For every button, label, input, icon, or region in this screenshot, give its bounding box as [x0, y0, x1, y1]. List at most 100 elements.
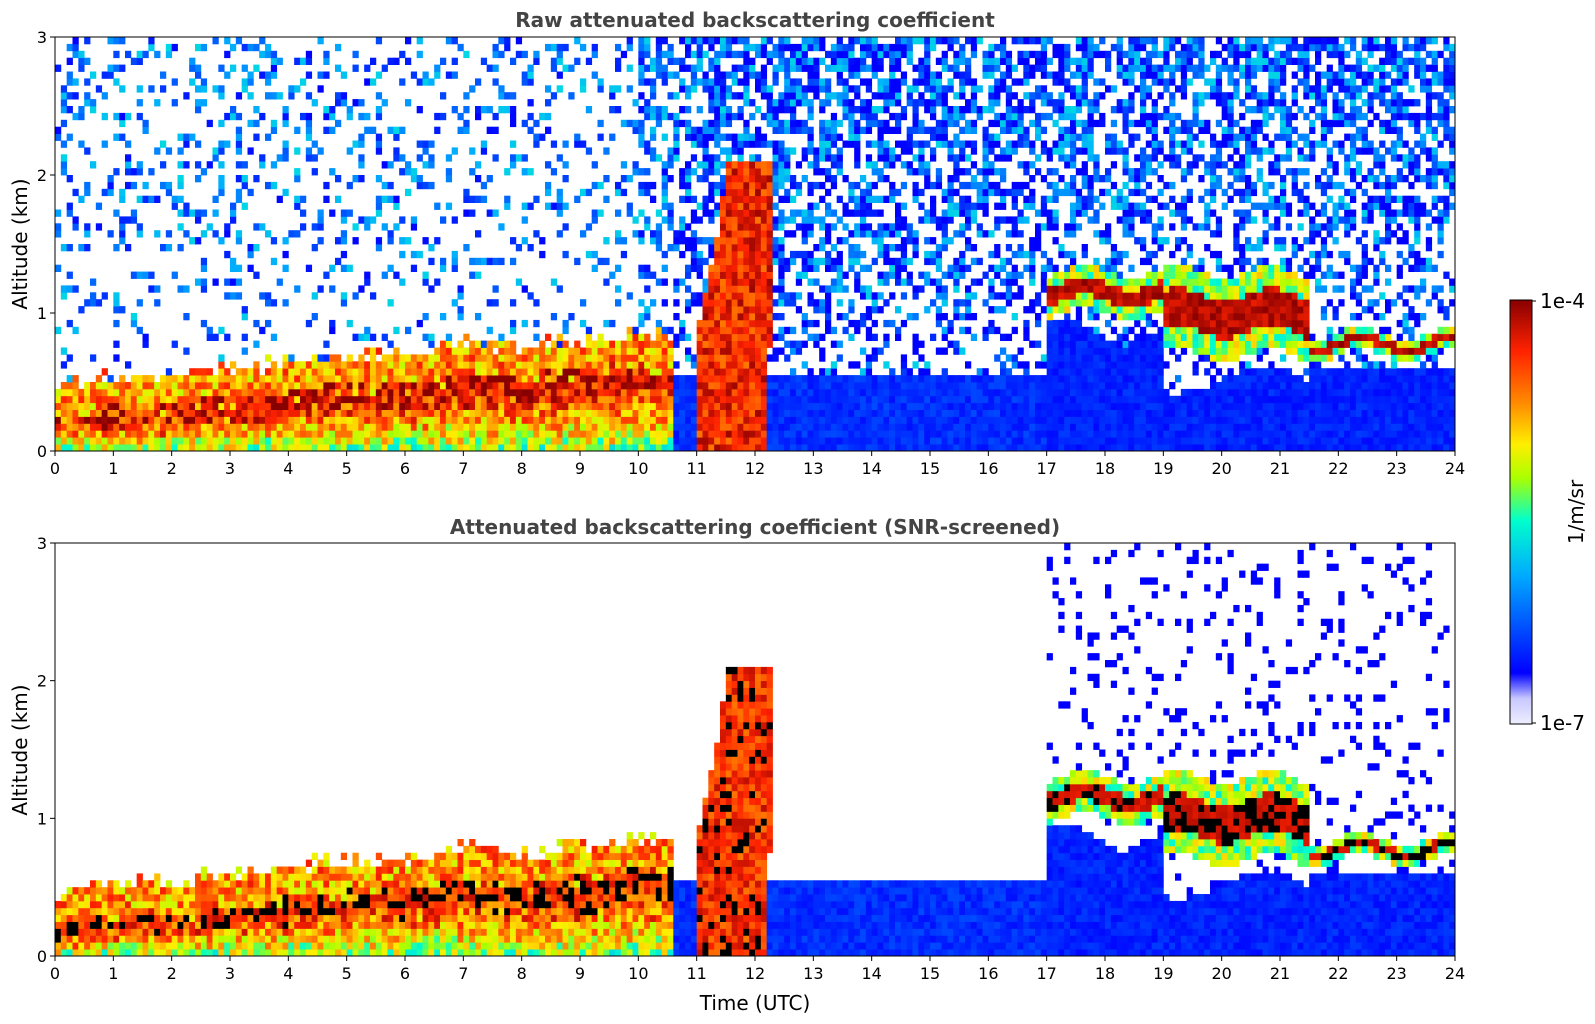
heatmap-cell [84, 99, 91, 107]
heatmap-cell [130, 395, 138, 404]
heatmap-cell [615, 444, 622, 451]
heatmap-cell [644, 271, 651, 279]
heatmap-cell [766, 140, 773, 148]
heatmap-cell [107, 382, 114, 390]
heatmap-cell [959, 202, 966, 210]
heatmap-cell [801, 175, 808, 183]
heatmap-cell [550, 43, 558, 52]
heatmap-cell [457, 361, 464, 369]
heatmap-cell [486, 126, 493, 134]
heatmap-cell [737, 271, 744, 279]
heatmap-cell [696, 140, 703, 148]
heatmap-cell [731, 147, 738, 155]
heatmap-cell [982, 388, 989, 397]
heatmap-cell [836, 264, 843, 272]
heatmap-cell [755, 402, 762, 410]
heatmap-cell [865, 99, 873, 107]
heatmap-cell [533, 430, 540, 438]
heatmap-cell [667, 444, 674, 451]
heatmap-cell [900, 375, 908, 383]
heatmap-cell [790, 437, 797, 445]
heatmap-cell [685, 161, 692, 169]
heatmap-cell [749, 361, 756, 369]
heatmap-cell [580, 347, 587, 355]
heatmap-cell [865, 444, 873, 451]
heatmap-cell [865, 126, 873, 134]
heatmap-cell [994, 326, 1001, 335]
heatmap-cell [498, 382, 505, 390]
heatmap-cell [755, 78, 762, 86]
heatmap-cell [690, 64, 698, 72]
heatmap-cell [136, 223, 143, 231]
heatmap-cell [708, 285, 715, 293]
heatmap-cell [615, 437, 622, 445]
heatmap-cell [55, 444, 62, 451]
heatmap-cell [480, 181, 488, 190]
heatmap-cell [504, 202, 511, 210]
heatmap-cell [381, 161, 388, 169]
heatmap-cell [702, 85, 709, 93]
heatmap-cell [655, 361, 663, 369]
heatmap-cell [340, 375, 348, 383]
heatmap-cell [580, 444, 587, 451]
heatmap-cell [650, 195, 657, 203]
heatmap-cell [895, 140, 902, 148]
heatmap-cell [253, 119, 260, 128]
heatmap-cell [358, 99, 365, 107]
heatmap-cell [965, 409, 972, 417]
heatmap-cell [924, 395, 931, 404]
heatmap-cell [1040, 402, 1048, 410]
heatmap-cell [352, 402, 359, 410]
heatmap-cell [66, 71, 73, 79]
heatmap-cell [889, 64, 896, 72]
heatmap-cell [55, 133, 62, 141]
heatmap-cell [900, 368, 908, 376]
heatmap-cell [830, 257, 838, 266]
heatmap-cell [346, 375, 353, 383]
heatmap-cell [690, 126, 698, 134]
heatmap-cell [410, 409, 418, 417]
heatmap-cell [994, 306, 1001, 314]
heatmap-cell [836, 382, 843, 390]
heatmap-cell [235, 375, 243, 383]
heatmap-cell [714, 154, 721, 162]
heatmap-cell [521, 395, 528, 404]
heatmap-cell [212, 230, 219, 238]
heatmap-cell [725, 340, 733, 348]
heatmap-cell [912, 347, 919, 355]
heatmap-cell [772, 161, 779, 169]
heatmap-cell [760, 37, 768, 45]
heatmap-cell [766, 395, 773, 404]
heatmap-cell [486, 437, 493, 445]
heatmap-cell [743, 409, 750, 417]
heatmap-cell [305, 423, 313, 431]
heatmap-cell [720, 223, 727, 231]
heatmap-cell [521, 216, 528, 224]
heatmap-cell [976, 106, 983, 114]
heatmap-cell [142, 437, 149, 445]
heatmap-cell [113, 354, 120, 362]
heatmap-cell [865, 416, 873, 424]
heatmap-cell [370, 347, 377, 355]
heatmap-cell [422, 430, 429, 438]
heatmap-cell [772, 78, 779, 86]
heatmap-cell [912, 333, 919, 341]
heatmap-cell [865, 112, 873, 121]
heatmap-cell [597, 375, 604, 383]
heatmap-cell [539, 395, 546, 404]
heatmap-cell [737, 78, 744, 86]
heatmap-cell [778, 237, 785, 245]
heatmap-cell [760, 209, 768, 217]
heatmap-cell [60, 423, 68, 431]
heatmap-cell [177, 430, 184, 438]
heatmap-cell [982, 64, 989, 72]
heatmap-cell [644, 347, 651, 355]
heatmap-cell [737, 368, 744, 376]
heatmap-cell [743, 50, 750, 59]
heatmap-cell [830, 154, 838, 162]
heatmap-cell [906, 99, 913, 107]
heatmap-cell [702, 402, 709, 410]
heatmap-cell [912, 37, 919, 45]
heatmap-cell [218, 326, 225, 335]
heatmap-cell [976, 375, 983, 383]
